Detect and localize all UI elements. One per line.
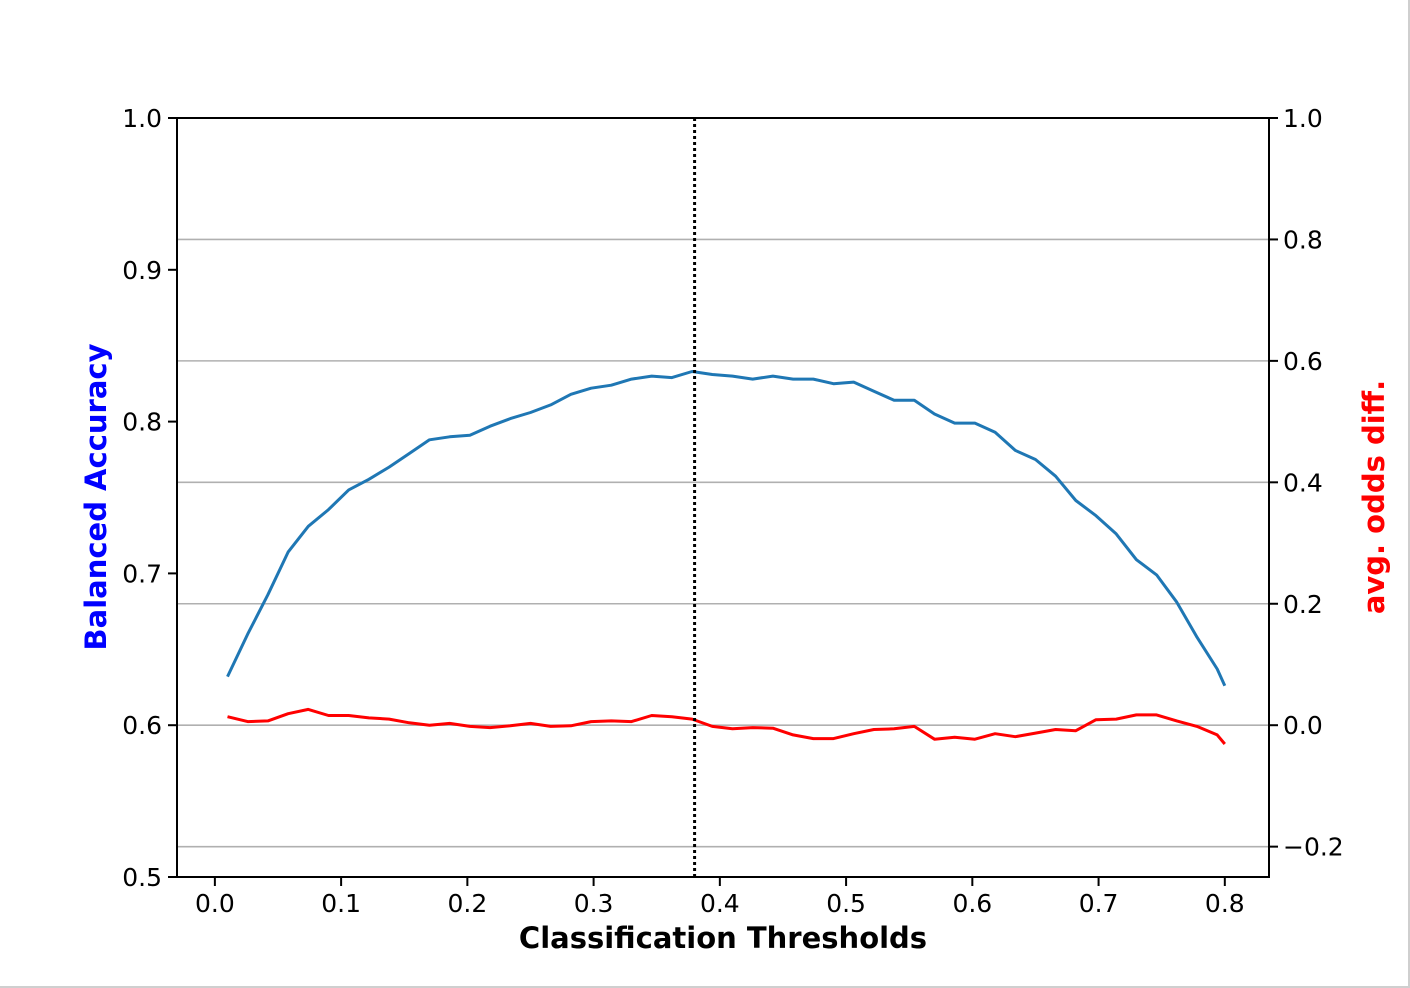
x-tick-label: 0.0 (195, 889, 235, 918)
plot-area-frame (176, 117, 1270, 878)
figure-border-right (1408, 0, 1410, 988)
left-y-tick-label: 0.8 (122, 408, 162, 437)
left-y-tick-label: 0.7 (122, 559, 162, 588)
series-line-avg-odds-diff (227, 707, 1226, 745)
x-axis-ticks: 0.0 0.1 0.2 0.3 0.4 0.5 0.6 0.7 0.8 (195, 877, 1245, 918)
right-y-tick-label: 0.6 (1283, 347, 1323, 376)
right-y-tick-label: 0.8 (1283, 225, 1323, 254)
x-tick-label: 0.2 (447, 889, 487, 918)
left-y-tick-label: 0.9 (122, 256, 162, 285)
left-y-axis-ticks: 0.5 0.6 0.7 0.8 0.9 1.0 (122, 104, 177, 892)
left-y-tick-label: 0.5 (122, 863, 162, 892)
series-line-balanced-accuracy (226, 370, 1227, 687)
x-tick-label: 0.4 (700, 889, 740, 918)
left-y-tick-label: 1.0 (122, 104, 162, 133)
x-tick-label: 0.5 (826, 889, 866, 918)
x-tick-label: 0.6 (952, 889, 992, 918)
x-tick-label: 0.3 (574, 889, 614, 918)
right-y-axis-label: avg. odds diff. (1357, 380, 1391, 614)
series-lines (226, 370, 1227, 745)
right-y-tick-label: 1.0 (1283, 104, 1323, 133)
right-y-tick-label: 0.0 (1283, 711, 1323, 740)
right-y-tick-label: 0.4 (1283, 468, 1323, 497)
left-y-axis-label: Balanced Accuracy (79, 343, 113, 650)
x-axis-label: Classification Thresholds (519, 921, 927, 955)
left-y-tick-label: 0.6 (122, 711, 162, 740)
x-tick-label: 0.8 (1205, 889, 1245, 918)
grid-lines (177, 117, 1269, 848)
right-y-axis-ticks: −0.2 0.0 0.2 0.4 0.6 0.8 1.0 (1269, 104, 1344, 862)
right-y-tick-label: 0.2 (1283, 590, 1323, 619)
figure-border-bottom (0, 986, 1410, 988)
right-y-tick-label: −0.2 (1283, 833, 1344, 862)
x-tick-label: 0.1 (321, 889, 361, 918)
x-tick-label: 0.7 (1079, 889, 1119, 918)
